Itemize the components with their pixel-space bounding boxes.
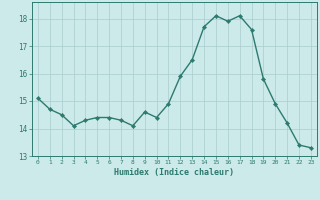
X-axis label: Humidex (Indice chaleur): Humidex (Indice chaleur) [115,168,234,177]
